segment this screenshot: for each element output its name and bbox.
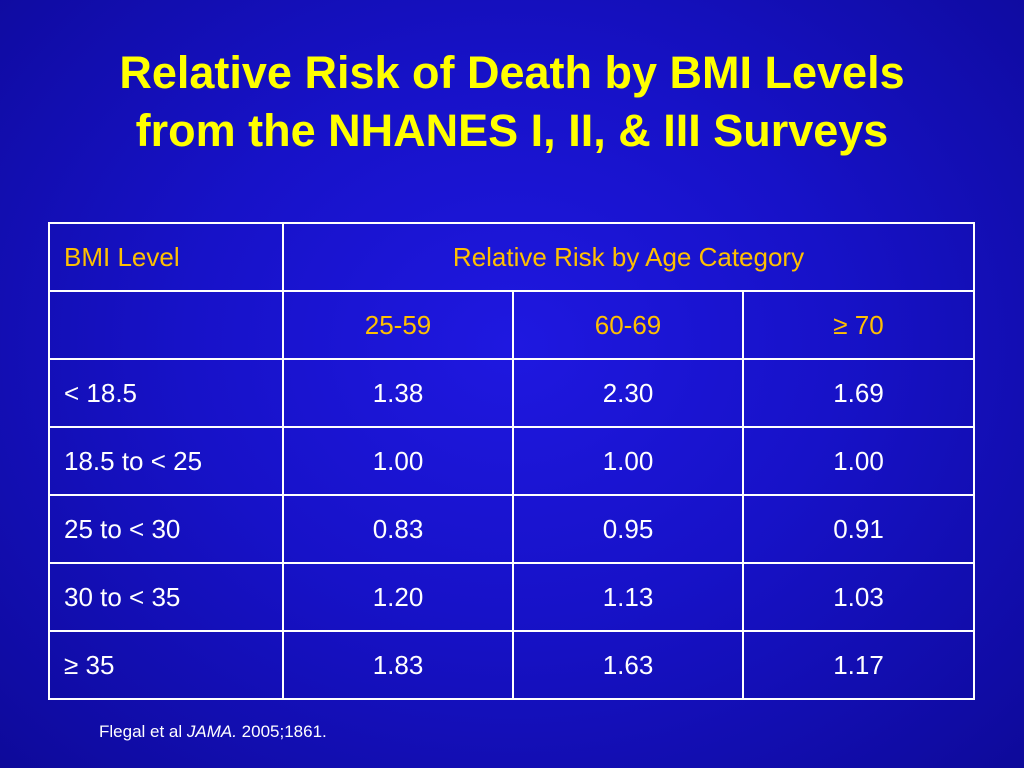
- age-category-header: 25-59: [282, 290, 514, 360]
- slide-title-line-2: from the NHANES I, II, & III Surveys: [135, 105, 889, 156]
- risk-value-cell: 0.95: [512, 494, 744, 564]
- table-row: ≥ 35 1.83 1.63 1.17: [48, 630, 976, 700]
- bmi-level-header: BMI Level: [48, 222, 284, 292]
- risk-value-cell: 1.00: [512, 426, 744, 496]
- bmi-level-cell: 18.5 to < 25: [48, 426, 284, 496]
- risk-value-cell: 1.00: [741, 426, 976, 496]
- table-row: 25 to < 30 0.83 0.95 0.91: [48, 494, 976, 564]
- table-row: 18.5 to < 25 1.00 1.00 1.00: [48, 426, 976, 496]
- risk-value-cell: 1.13: [512, 562, 744, 632]
- table-row: < 18.5 1.38 2.30 1.69: [48, 358, 976, 428]
- risk-value-cell: 1.03: [741, 562, 976, 632]
- table-header-row: BMI Level Relative Risk by Age Category: [48, 222, 976, 292]
- risk-value-cell: 0.83: [282, 494, 514, 564]
- risk-value-cell: 1.63: [512, 630, 744, 700]
- risk-value-cell: 1.00: [282, 426, 514, 496]
- citation-details: 2005;1861.: [236, 722, 327, 741]
- risk-value-cell: 1.83: [282, 630, 514, 700]
- risk-value-cell: 1.17: [741, 630, 976, 700]
- relative-risk-table: BMI Level Relative Risk by Age Category …: [48, 222, 976, 700]
- citation-journal: JAMA.: [186, 722, 237, 741]
- slide-title-line-1: Relative Risk of Death by BMI Levels: [119, 47, 905, 98]
- citation: Flegal et al JAMA. 2005;1861.: [99, 722, 327, 742]
- risk-value-cell: 1.69: [741, 358, 976, 428]
- age-category-row: 25-59 60-69 ≥ 70: [48, 290, 976, 360]
- risk-value-cell: 2.30: [512, 358, 744, 428]
- age-category-group-header: Relative Risk by Age Category: [281, 222, 976, 292]
- age-category-header: ≥ 70: [741, 290, 976, 360]
- bmi-level-cell: < 18.5: [48, 358, 284, 428]
- bmi-level-cell: ≥ 35: [48, 630, 284, 700]
- bmi-level-cell: 30 to < 35: [48, 562, 284, 632]
- risk-value-cell: 1.20: [282, 562, 514, 632]
- empty-cell: [48, 290, 284, 360]
- risk-value-cell: 1.38: [282, 358, 514, 428]
- slide-title: Relative Risk of Death by BMI Levels fro…: [0, 44, 1024, 160]
- age-category-header: 60-69: [512, 290, 744, 360]
- risk-value-cell: 0.91: [741, 494, 976, 564]
- table-row: 30 to < 35 1.20 1.13 1.03: [48, 562, 976, 632]
- citation-authors: Flegal et al: [99, 722, 187, 741]
- bmi-level-cell: 25 to < 30: [48, 494, 284, 564]
